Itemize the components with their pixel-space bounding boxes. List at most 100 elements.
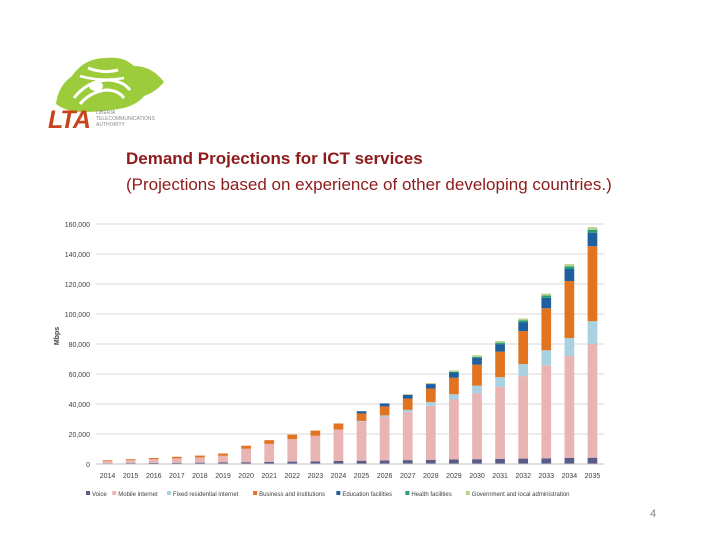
bar-segment bbox=[218, 455, 228, 463]
bar-segment bbox=[518, 331, 529, 365]
legend-swatch bbox=[405, 491, 410, 495]
bar-segment bbox=[125, 459, 136, 461]
legend-label: Voice bbox=[92, 492, 107, 498]
bar-segment bbox=[195, 462, 205, 464]
legend-label: Education facilities bbox=[342, 492, 392, 498]
bar-segment bbox=[449, 399, 459, 460]
bar-segment bbox=[241, 462, 251, 464]
bar-segment bbox=[472, 357, 482, 365]
bar-segment bbox=[495, 341, 505, 343]
bar-segment bbox=[564, 281, 575, 338]
bar-segment bbox=[195, 457, 205, 463]
bar-segment bbox=[518, 320, 529, 323]
bar-segment bbox=[402, 409, 413, 413]
bar-segment bbox=[356, 411, 367, 414]
x-tick-label: 2031 bbox=[492, 473, 508, 480]
bar-segment bbox=[449, 459, 459, 464]
bar-segment bbox=[264, 461, 275, 464]
bar-segment bbox=[472, 356, 482, 358]
x-tick-label: 2019 bbox=[215, 473, 231, 480]
bar-segment bbox=[564, 458, 575, 464]
y-tick-label: 40,000 bbox=[69, 402, 91, 409]
x-tick-label: 2026 bbox=[377, 473, 393, 480]
bar-segment bbox=[518, 364, 529, 377]
bar-segment bbox=[541, 297, 552, 309]
bar-segment bbox=[541, 308, 552, 351]
bar-segment bbox=[264, 440, 275, 444]
x-tick-label: 2034 bbox=[562, 473, 578, 480]
bar-segment bbox=[472, 364, 482, 386]
bar-segment bbox=[379, 415, 390, 417]
bar-segment bbox=[356, 421, 367, 461]
bar-segment bbox=[518, 322, 529, 332]
legend-label: Business and institutions bbox=[259, 492, 325, 498]
bar-segment bbox=[564, 356, 575, 458]
bar-segment bbox=[148, 462, 159, 464]
bar-segment bbox=[241, 445, 251, 449]
legend-swatch bbox=[253, 491, 258, 495]
x-tick-label: 2030 bbox=[469, 473, 485, 480]
bar-segment bbox=[564, 269, 575, 281]
bar-segment bbox=[402, 394, 413, 399]
bar-segment bbox=[472, 459, 482, 464]
y-tick-label: 160,000 bbox=[65, 222, 90, 229]
y-tick-label: 80,000 bbox=[69, 342, 91, 349]
x-tick-label: 2015 bbox=[123, 473, 139, 480]
bar-segment bbox=[195, 455, 205, 458]
bar-segment bbox=[472, 355, 482, 357]
x-tick-label: 2017 bbox=[169, 473, 185, 480]
bar-segment bbox=[564, 338, 575, 356]
legend-label: Government and local administration bbox=[472, 492, 570, 498]
y-tick-label: 60,000 bbox=[69, 372, 91, 379]
bar-segment bbox=[587, 246, 598, 322]
bar-segment bbox=[402, 398, 413, 410]
bar-segment bbox=[379, 416, 390, 461]
bar-segment bbox=[218, 462, 228, 464]
bar-segment bbox=[449, 372, 459, 378]
bar-segment bbox=[333, 461, 344, 464]
bar-segment bbox=[171, 458, 182, 463]
bar-segment bbox=[425, 384, 436, 389]
bar-segment bbox=[564, 264, 575, 267]
bar-segment bbox=[449, 370, 459, 372]
bar-segment bbox=[310, 435, 321, 462]
x-tick-label: 2024 bbox=[331, 473, 347, 480]
bar-segment bbox=[402, 460, 413, 464]
bar-segment bbox=[171, 462, 182, 464]
bar-segment bbox=[102, 461, 113, 464]
bar-segment bbox=[587, 457, 598, 464]
x-tick-label: 2020 bbox=[238, 473, 254, 480]
bar-segment bbox=[425, 459, 436, 464]
bar-segment bbox=[449, 371, 459, 373]
y-axis-label: Mbps bbox=[54, 327, 61, 345]
bar-segment bbox=[518, 458, 529, 464]
bar-segment bbox=[495, 342, 505, 345]
bar-segment bbox=[425, 405, 436, 460]
bar-segment bbox=[587, 232, 598, 247]
bar-segment bbox=[472, 393, 482, 460]
bar-segment bbox=[495, 377, 505, 387]
bar-segment bbox=[287, 439, 298, 462]
bar-segment bbox=[356, 420, 367, 422]
bar-segment bbox=[402, 412, 413, 461]
x-tick-label: 2021 bbox=[261, 473, 277, 480]
bar-segment bbox=[587, 227, 598, 230]
bar-segment bbox=[310, 461, 321, 464]
bar-segment bbox=[449, 377, 459, 395]
bar-segment bbox=[541, 458, 552, 464]
legend-swatch bbox=[167, 491, 171, 495]
bar-segment bbox=[541, 295, 552, 298]
bar-segment bbox=[264, 443, 275, 462]
y-tick-label: 140,000 bbox=[65, 252, 90, 259]
bar-segment bbox=[379, 460, 390, 464]
logo-tagline: LIBERIA TELECOMMUNICATIONS AUTHORITY bbox=[96, 110, 155, 128]
bar-segment bbox=[102, 460, 113, 461]
bar-segment bbox=[495, 351, 505, 378]
bar-segment bbox=[356, 413, 367, 421]
bar-segment bbox=[472, 385, 482, 394]
bar-segment bbox=[425, 388, 436, 403]
page-number: 4 bbox=[650, 508, 657, 520]
bar-segment bbox=[148, 459, 159, 463]
bar-segment bbox=[449, 394, 459, 400]
bar-segment bbox=[541, 350, 552, 366]
